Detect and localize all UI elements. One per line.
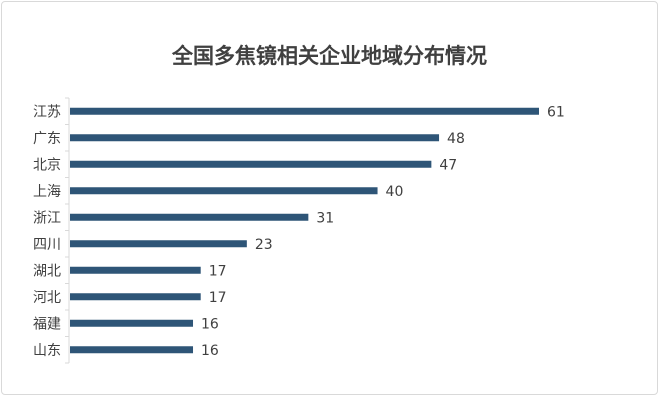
data-label: 16	[201, 316, 219, 332]
bar	[70, 134, 440, 142]
data-label: 17	[209, 263, 227, 279]
chart-frame: 全国多焦镜相关企业地域分布情况 江苏 61 广东 48 北京 47 上海 40 浙江 31 四川 23…	[1, 1, 658, 395]
bar	[70, 266, 201, 274]
category-label: 河北	[33, 290, 61, 306]
bar-chart: 江苏 61 广东 48 北京 47 上海 40 浙江 31 四川 23 湖北 17 河北 17 福建 16 山东 16	[33, 97, 565, 364]
category-label: 上海	[33, 184, 61, 200]
bar	[70, 346, 194, 354]
bar	[70, 107, 539, 115]
data-label: 17	[209, 290, 227, 306]
category-label: 山东	[33, 343, 61, 359]
category-label: 四川	[33, 237, 61, 253]
data-label: 40	[386, 184, 404, 200]
category-label: 湖北	[33, 263, 61, 279]
bar	[70, 319, 194, 327]
bar	[70, 293, 201, 301]
category-label: 广东	[33, 131, 61, 147]
category-label: 北京	[33, 157, 61, 173]
chart-title: 全国多焦镜相关企业地域分布情况	[172, 44, 487, 68]
category-label: 浙江	[33, 210, 61, 226]
data-label: 61	[547, 104, 565, 120]
data-label: 47	[439, 157, 457, 173]
data-label: 16	[201, 343, 219, 359]
bar	[70, 213, 309, 221]
bar	[70, 187, 378, 195]
category-label: 江苏	[33, 104, 61, 120]
bar	[70, 240, 247, 248]
data-label: 23	[255, 237, 273, 253]
data-label: 31	[316, 210, 334, 226]
bar	[70, 160, 432, 168]
data-label: 48	[447, 131, 465, 147]
category-label: 福建	[33, 316, 61, 332]
